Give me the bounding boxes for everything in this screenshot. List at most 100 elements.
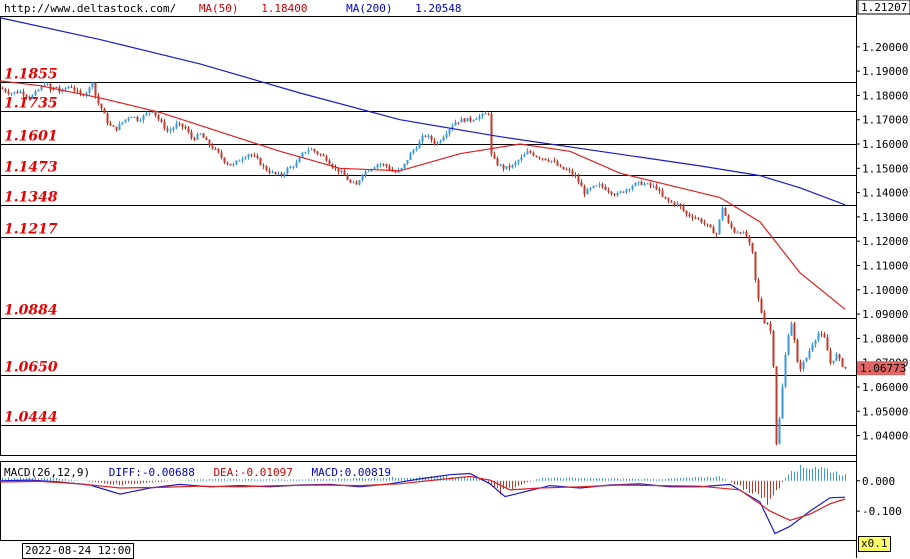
candle-body	[485, 114, 487, 115]
candle-body	[362, 175, 364, 180]
macd-tick-label: 0.000	[862, 475, 895, 488]
price-tick-label: 1.19000	[862, 65, 908, 78]
candle-body	[329, 161, 331, 165]
candlestick-series	[2, 82, 847, 446]
candle-body	[8, 92, 10, 94]
candle-body	[500, 165, 502, 166]
candle-body	[758, 280, 760, 299]
candle-body	[155, 112, 157, 116]
top-price-label: 1.21207	[861, 1, 907, 14]
candle-body	[560, 166, 562, 167]
candle-body	[290, 167, 292, 169]
candle-body	[554, 161, 556, 162]
candle-body	[671, 201, 673, 203]
candle-body	[317, 151, 319, 153]
candle-body	[164, 122, 166, 129]
candle-body	[101, 104, 103, 109]
candle-body	[590, 188, 592, 189]
candle-body	[569, 170, 571, 171]
candle-body	[455, 122, 457, 125]
candle-body	[818, 334, 820, 341]
candle-body	[104, 109, 106, 114]
candle-body	[479, 116, 481, 119]
price-tick-label: 1.10000	[862, 284, 908, 297]
candle-body	[602, 184, 604, 186]
candle-body	[71, 87, 73, 88]
candle-body	[797, 340, 799, 363]
candle-body	[467, 118, 469, 122]
candle-body	[344, 171, 346, 176]
candle-body	[677, 204, 679, 205]
candle-body	[293, 167, 295, 168]
candle-body	[314, 149, 316, 151]
candle-body	[131, 117, 133, 118]
macd-dea-line	[0, 477, 845, 521]
price-tick-label: 1.12000	[862, 235, 908, 248]
candle-body	[545, 159, 547, 161]
candle-body	[650, 183, 652, 186]
candle-body	[197, 134, 199, 139]
candle-body	[773, 331, 775, 366]
candle-body	[809, 351, 811, 358]
candle-body	[365, 171, 367, 175]
candle-body	[428, 136, 430, 137]
candle-body	[44, 85, 46, 86]
candle-body	[641, 182, 643, 185]
candle-body	[497, 158, 499, 165]
price-tick-label: 1.13000	[862, 211, 908, 224]
candle-body	[137, 117, 139, 121]
candle-body	[713, 227, 715, 233]
candle-body	[167, 129, 169, 131]
candle-body	[473, 120, 475, 121]
candle-body	[728, 216, 730, 223]
candle-body	[401, 168, 403, 170]
candle-body	[842, 358, 844, 366]
candle-body	[266, 166, 268, 170]
candle-body	[668, 198, 670, 201]
current-price-badge: 1.06773	[857, 361, 906, 375]
candle-body	[830, 350, 832, 362]
candle-body	[494, 154, 496, 158]
level-label: 1.1735	[4, 96, 58, 112]
level-label: 1.0884	[4, 303, 58, 319]
candle-body	[482, 114, 484, 116]
candle-body	[608, 190, 610, 192]
candle-body	[488, 114, 490, 115]
candle-body	[794, 324, 796, 340]
candle-body	[659, 189, 661, 191]
candle-body	[644, 184, 646, 185]
candle-body	[107, 113, 109, 123]
candle-body	[413, 150, 415, 153]
candle-body	[248, 154, 250, 157]
candle-body	[296, 162, 298, 166]
candle-body	[341, 171, 343, 172]
candle-body	[32, 95, 34, 98]
candle-body	[533, 153, 535, 156]
candle-body	[791, 324, 793, 336]
candle-body	[263, 165, 265, 166]
macd-scale-label[interactable]: x0.1	[858, 536, 891, 552]
candle-body	[194, 138, 196, 140]
candle-body	[89, 87, 91, 93]
candle-body	[176, 123, 178, 127]
price-tick-label: 1.15000	[862, 162, 908, 175]
candle-body	[395, 172, 397, 173]
macd-header: MACD(26,12,9) DIFF:-0.00688 DEA:-0.01097…	[4, 466, 391, 480]
candle-body	[470, 118, 472, 121]
moving-averages	[0, 18, 845, 310]
candle-body	[635, 183, 637, 186]
candle-body	[833, 361, 835, 363]
candle-body	[437, 142, 439, 143]
candle-body	[512, 165, 514, 168]
candle-body	[689, 214, 691, 216]
candle-body	[224, 158, 226, 163]
candle-body	[173, 128, 175, 131]
candle-body	[218, 149, 220, 153]
candle-body	[845, 367, 847, 368]
candle-body	[356, 182, 358, 184]
candle-body	[542, 158, 544, 159]
candle-body	[737, 232, 739, 233]
candle-body	[26, 95, 28, 97]
candle-body	[191, 132, 193, 138]
candle-body	[92, 83, 94, 87]
